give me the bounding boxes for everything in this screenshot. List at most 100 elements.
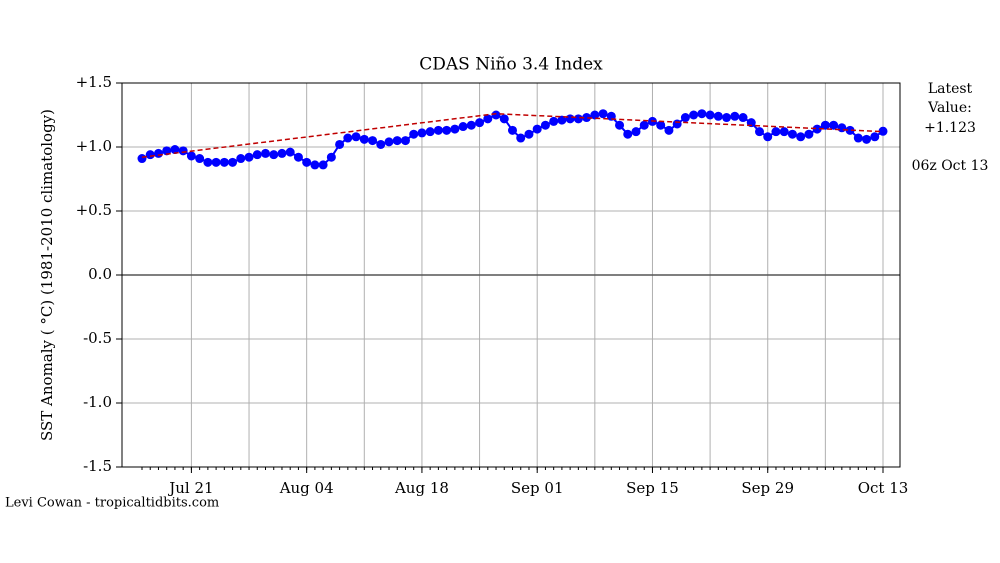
y-tick-label: 0.0 bbox=[88, 265, 112, 283]
data-point bbox=[763, 132, 773, 142]
data-point bbox=[195, 154, 205, 164]
data-point bbox=[680, 113, 690, 123]
data-point bbox=[450, 124, 460, 134]
data-point bbox=[442, 125, 452, 135]
data-point bbox=[689, 110, 699, 120]
data-point bbox=[540, 120, 550, 130]
data-point bbox=[376, 139, 386, 149]
x-tick-label: Jul 21 bbox=[167, 479, 213, 497]
data-point bbox=[351, 132, 361, 142]
data-point bbox=[532, 124, 542, 134]
data-point bbox=[293, 152, 303, 162]
data-point bbox=[252, 150, 262, 160]
data-point bbox=[779, 127, 789, 137]
x-tick-label: Oct 13 bbox=[858, 479, 909, 497]
data-point bbox=[302, 157, 312, 167]
data-point bbox=[829, 120, 839, 130]
data-point bbox=[656, 120, 666, 130]
data-point bbox=[557, 115, 567, 125]
data-point bbox=[508, 125, 517, 135]
data-point bbox=[400, 136, 410, 146]
data-point bbox=[326, 152, 336, 162]
y-tick-label: -1.5 bbox=[83, 457, 112, 475]
annotation: 06z Oct 13 bbox=[912, 158, 989, 174]
x-tick-label: Sep 01 bbox=[511, 479, 564, 497]
data-point bbox=[384, 137, 394, 147]
data-point bbox=[137, 154, 147, 164]
data-point bbox=[285, 147, 295, 157]
data-point bbox=[228, 157, 238, 167]
data-point bbox=[582, 113, 592, 123]
y-tick-label: +1.5 bbox=[76, 73, 112, 91]
data-point bbox=[796, 132, 806, 142]
data-point bbox=[631, 127, 641, 137]
trend-line bbox=[141, 112, 884, 158]
x-tick-label: Aug 18 bbox=[394, 479, 449, 497]
y-tick-label: +1.0 bbox=[76, 137, 112, 155]
x-tick-label: Sep 15 bbox=[626, 479, 679, 497]
data-point bbox=[820, 120, 830, 130]
chart-title: CDAS Niño 3.4 Index bbox=[419, 55, 603, 75]
data-point bbox=[755, 127, 764, 137]
data-point bbox=[771, 127, 781, 137]
data-point bbox=[697, 109, 707, 119]
data-point bbox=[277, 148, 287, 158]
y-axis-label: SST Anomaly ( °C) (1981-2010 climatology… bbox=[38, 109, 56, 441]
data-point bbox=[565, 114, 575, 124]
data-point bbox=[804, 129, 814, 139]
data-point bbox=[475, 118, 485, 128]
credit: Levi Cowan - tropicaltidbits.com bbox=[5, 496, 219, 511]
data-point bbox=[368, 136, 378, 146]
data-point bbox=[722, 113, 732, 123]
data-point bbox=[730, 111, 740, 121]
data-point bbox=[615, 120, 625, 130]
data-point bbox=[499, 114, 509, 124]
data-point bbox=[392, 136, 402, 146]
y-tick-label: -0.5 bbox=[83, 329, 112, 347]
data-point bbox=[483, 114, 493, 124]
data-point bbox=[145, 150, 155, 160]
data-point bbox=[573, 114, 583, 124]
data-point bbox=[870, 132, 880, 142]
data-point bbox=[170, 145, 180, 155]
data-point bbox=[219, 157, 229, 167]
data-point bbox=[433, 125, 443, 135]
data-point bbox=[310, 160, 320, 170]
data-point bbox=[244, 152, 254, 162]
data-point bbox=[359, 134, 369, 144]
data-point bbox=[203, 157, 213, 167]
annotation: +1.123 bbox=[924, 120, 976, 136]
data-point bbox=[516, 133, 526, 143]
data-point bbox=[261, 148, 270, 158]
data-point bbox=[590, 110, 600, 120]
data-point bbox=[713, 111, 723, 121]
annotation: Latest bbox=[928, 81, 973, 97]
data-point bbox=[153, 148, 163, 158]
data-point bbox=[623, 129, 633, 139]
annotation: Value: bbox=[927, 100, 972, 116]
y-tick-label: -1.0 bbox=[83, 393, 112, 411]
data-point bbox=[639, 120, 649, 130]
plot-frame bbox=[121, 82, 901, 468]
y-tick-label: +0.5 bbox=[76, 201, 112, 219]
data-point bbox=[186, 151, 196, 161]
data-point bbox=[178, 146, 188, 156]
data-point bbox=[211, 157, 221, 167]
data-point bbox=[705, 110, 715, 120]
data-point bbox=[845, 125, 855, 135]
data-point bbox=[491, 110, 501, 120]
data-point bbox=[409, 129, 419, 139]
data-point bbox=[862, 134, 872, 144]
data-point bbox=[664, 125, 674, 135]
data-point bbox=[672, 119, 682, 129]
data-point bbox=[417, 128, 427, 138]
data-point bbox=[738, 113, 748, 123]
data-point bbox=[853, 133, 863, 143]
data-point bbox=[466, 120, 476, 130]
data-point bbox=[335, 139, 345, 149]
data-point bbox=[343, 133, 353, 143]
data-point bbox=[162, 146, 172, 156]
data-point bbox=[549, 116, 559, 126]
